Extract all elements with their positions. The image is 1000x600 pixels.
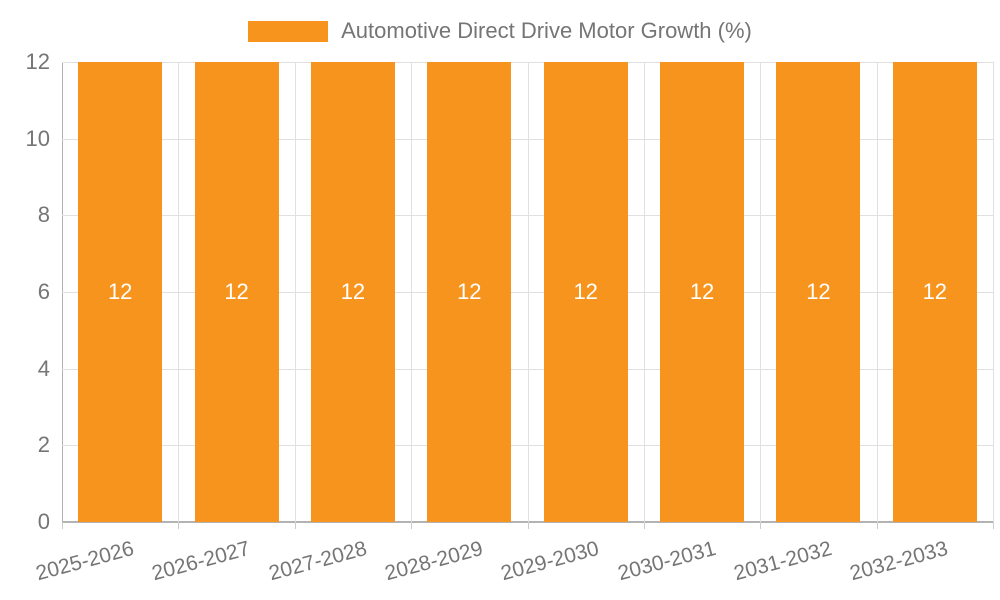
bar[interactable]: [543, 62, 628, 522]
bar[interactable]: [892, 62, 977, 522]
x-axis-tick: [993, 522, 994, 529]
x-axis-tick-label: 2025-2026: [33, 537, 137, 586]
bar[interactable]: [660, 62, 745, 522]
bar-value-label: 12: [922, 279, 948, 304]
x-axis-tick: [62, 522, 63, 529]
bar-value-label: 12: [689, 279, 715, 304]
bar[interactable]: [310, 62, 395, 522]
y-axis-tick-label: 4: [37, 355, 50, 381]
x-axis-tick: [294, 522, 296, 529]
legend-swatch: [248, 20, 329, 42]
x-axis-tick: [876, 522, 878, 529]
x-axis-tick-label: 2027-2028: [265, 537, 369, 586]
legend-label: Automotive Direct Drive Motor Growth (%): [341, 18, 752, 43]
gridline-vertical: [876, 62, 878, 522]
x-axis-tick: [643, 522, 645, 529]
bar-value-label: 12: [340, 279, 366, 304]
bar-value-label: 12: [457, 279, 482, 304]
x-axis-tick-label: 2030-2031: [615, 537, 719, 586]
bar-value-label: 12: [224, 279, 249, 304]
x-axis-tick-label: 2031-2032: [731, 537, 835, 586]
gridline-vertical: [411, 62, 413, 522]
chart-legend[interactable]: Automotive Direct Drive Motor Growth (%): [0, 18, 1000, 44]
gridline-vertical: [643, 62, 645, 522]
x-axis-tick-label: 2029-2030: [498, 537, 602, 586]
y-axis-tick-label: 0: [37, 509, 50, 534]
x-axis-tick: [527, 522, 529, 529]
gridline-vertical: [527, 62, 529, 522]
x-axis-tick: [178, 522, 180, 529]
y-axis-tick-label: 2: [37, 432, 50, 458]
y-axis-tick-label: 12: [25, 49, 50, 74]
bar-value-label: 12: [573, 279, 598, 304]
bar-value-label: 12: [107, 279, 133, 304]
y-axis-tick-label: 10: [25, 125, 50, 151]
x-axis-tick: [760, 522, 762, 529]
x-axis-tick-label: 2028-2029: [382, 537, 486, 586]
y-axis-tick-label: 8: [37, 202, 50, 228]
x-axis-tick-label: 2026-2027: [149, 537, 253, 586]
x-axis-tick: [411, 522, 413, 529]
bar[interactable]: [78, 62, 163, 522]
gridline-vertical: [760, 62, 762, 522]
gridline-vertical: [294, 62, 296, 522]
bar[interactable]: [776, 62, 861, 522]
bar[interactable]: [427, 62, 512, 522]
gridline-vertical: [993, 62, 994, 522]
y-axis-tick-label: 6: [37, 279, 50, 304]
x-axis-tick-label: 2032-2033: [847, 537, 951, 586]
gridline-vertical: [178, 62, 180, 522]
plot-area: 12 12 12 12 12 12 12 12: [62, 62, 994, 523]
bar-value-label: 12: [806, 279, 831, 304]
bar[interactable]: [194, 62, 279, 522]
